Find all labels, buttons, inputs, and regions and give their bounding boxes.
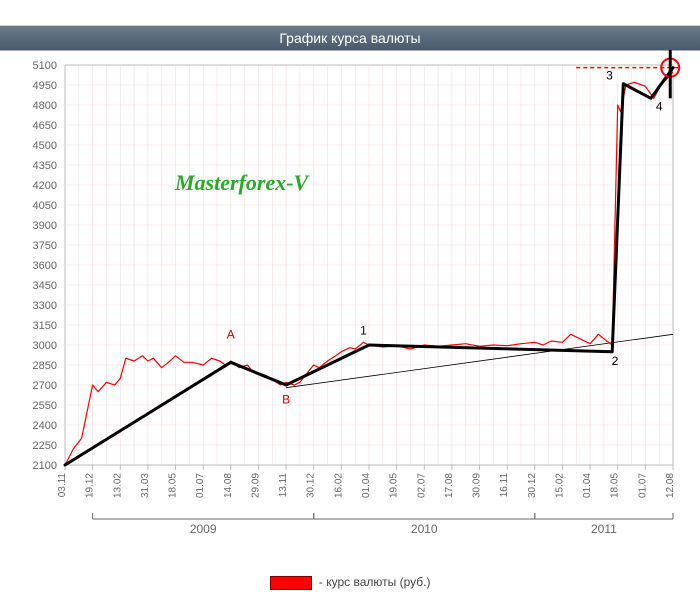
svg-text:B: B — [282, 393, 290, 407]
svg-text:18.05: 18.05 — [610, 473, 621, 498]
svg-text:03.11: 03.11 — [57, 473, 68, 498]
svg-text:18.05: 18.05 — [168, 473, 179, 498]
svg-text:01.07: 01.07 — [195, 473, 206, 498]
svg-text:2010: 2010 — [411, 522, 438, 536]
svg-text:4950: 4950 — [33, 80, 57, 92]
svg-text:13.02: 13.02 — [112, 473, 123, 498]
legend: - курс валюты (руб.) — [0, 575, 700, 590]
svg-text:01.04: 01.04 — [582, 473, 593, 498]
svg-text:31.03: 31.03 — [140, 473, 151, 498]
chart-title-bar: График курса валюты — [0, 25, 700, 51]
svg-text:30.09: 30.09 — [472, 473, 483, 498]
svg-text:1: 1 — [360, 323, 367, 337]
svg-text:4800: 4800 — [33, 100, 57, 112]
chart-svg: 2100225024002550270028503000315033003450… — [0, 50, 700, 570]
svg-text:4650: 4650 — [33, 120, 57, 132]
svg-text:16.11: 16.11 — [499, 473, 510, 498]
svg-text:17.08: 17.08 — [444, 473, 455, 498]
svg-text:19.12: 19.12 — [85, 473, 96, 498]
svg-text:3: 3 — [606, 69, 613, 83]
svg-text:2250: 2250 — [33, 440, 57, 452]
svg-text:3900: 3900 — [33, 220, 57, 232]
svg-text:3150: 3150 — [33, 320, 57, 332]
svg-text:2400: 2400 — [33, 420, 57, 432]
svg-text:01.04: 01.04 — [361, 473, 372, 498]
svg-text:14.08: 14.08 — [223, 473, 234, 498]
svg-text:4050: 4050 — [33, 200, 57, 212]
legend-label: - курс валюты (руб.) — [319, 575, 431, 589]
svg-text:3000: 3000 — [33, 340, 57, 352]
svg-text:2700: 2700 — [33, 380, 57, 392]
svg-text:3450: 3450 — [33, 280, 57, 292]
svg-text:A: A — [227, 327, 235, 341]
svg-text:3600: 3600 — [33, 260, 57, 272]
svg-text:2850: 2850 — [33, 360, 57, 372]
svg-text:29.09: 29.09 — [250, 473, 261, 498]
svg-text:12.08: 12.08 — [665, 473, 676, 498]
svg-text:19.05: 19.05 — [389, 473, 400, 498]
svg-text:2550: 2550 — [33, 400, 57, 412]
svg-text:15.02: 15.02 — [554, 473, 565, 498]
svg-text:30.12: 30.12 — [306, 473, 317, 498]
watermark: Masterforex-V — [175, 170, 308, 196]
svg-text:5100: 5100 — [33, 60, 57, 72]
watermark-text: Masterforex-V — [175, 170, 308, 195]
svg-text:02.07: 02.07 — [416, 473, 427, 498]
svg-text:2011: 2011 — [591, 522, 617, 536]
svg-text:3300: 3300 — [33, 300, 57, 312]
svg-text:01.07: 01.07 — [637, 473, 648, 498]
svg-text:30.12: 30.12 — [527, 473, 538, 498]
svg-text:4200: 4200 — [33, 180, 57, 192]
svg-text:16.02: 16.02 — [333, 473, 344, 498]
chart-area: 2100225024002550270028503000315033003450… — [0, 50, 700, 570]
svg-text:4350: 4350 — [33, 160, 57, 172]
legend-swatch — [270, 576, 312, 590]
chart-title-text: График курса валюты — [279, 30, 420, 46]
svg-text:2100: 2100 — [33, 460, 57, 472]
svg-text:4: 4 — [656, 99, 663, 113]
svg-text:4500: 4500 — [33, 140, 57, 152]
svg-text:3750: 3750 — [33, 240, 57, 252]
svg-text:13.11: 13.11 — [278, 473, 289, 498]
svg-text:2: 2 — [612, 354, 619, 368]
svg-text:2009: 2009 — [190, 522, 217, 536]
